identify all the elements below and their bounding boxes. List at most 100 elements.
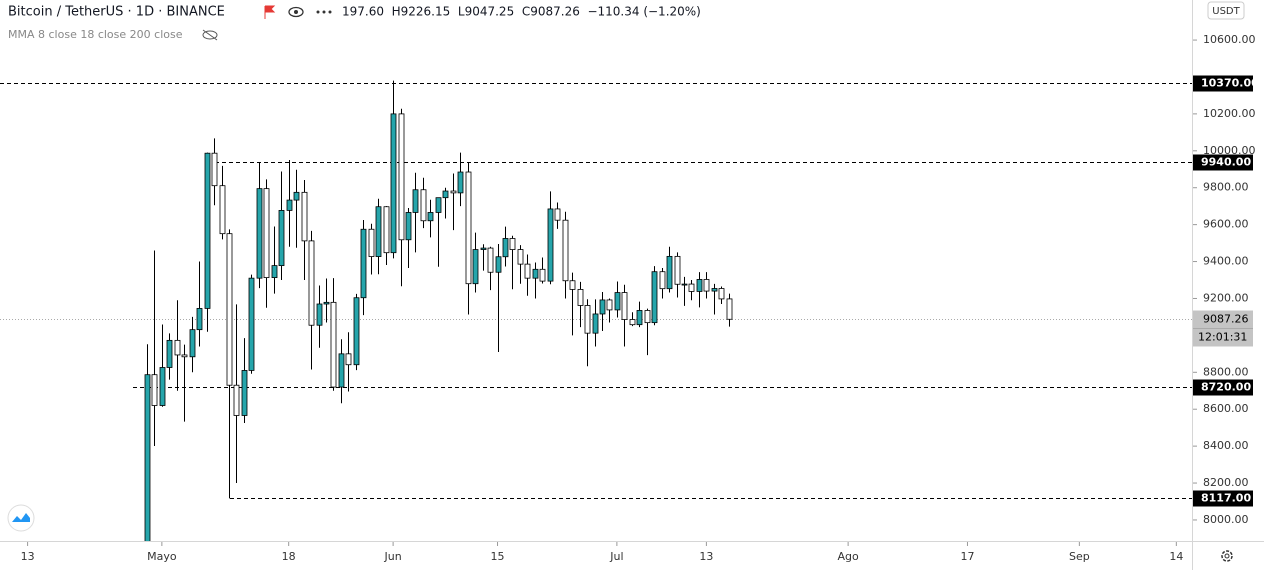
candle-body xyxy=(271,265,278,279)
logo-icon xyxy=(12,513,30,522)
price-label: 9940.00 xyxy=(1201,156,1251,169)
candle-body xyxy=(681,283,688,286)
candle-body xyxy=(398,113,405,241)
candle-body xyxy=(442,190,449,199)
currency-button[interactable] xyxy=(1207,1,1245,20)
candle-body xyxy=(293,191,300,201)
flag-icon-shape xyxy=(264,5,276,19)
candle-body xyxy=(726,298,733,320)
price-label-box xyxy=(1193,154,1253,171)
candle-body xyxy=(241,370,248,416)
candle-body xyxy=(569,280,576,290)
candle-body xyxy=(651,271,658,324)
y-tick-label: 10600.00 xyxy=(1203,33,1256,46)
x-tick-label: Sep xyxy=(1069,550,1090,563)
price-label: 8117.00 xyxy=(1201,492,1251,505)
candle-body xyxy=(368,228,375,257)
candle-body xyxy=(472,249,479,285)
y-tick-label: 8800.00 xyxy=(1203,365,1249,378)
candle-body xyxy=(405,212,412,241)
header-bg xyxy=(0,0,338,24)
candle-body xyxy=(480,247,487,250)
x-tick-label: 15 xyxy=(491,550,505,563)
price-label: 8720.00 xyxy=(1201,381,1251,394)
x-tick-label: 14 xyxy=(1169,550,1183,563)
candle-body xyxy=(696,279,703,292)
candle-body xyxy=(144,374,151,541)
candle-body xyxy=(562,219,569,282)
candle-body xyxy=(703,279,710,292)
candle-body xyxy=(509,238,516,250)
symbol: Bitcoin / TetherUS · 1D · BINANCE xyxy=(8,5,225,20)
countdown-label: 12:01:31 xyxy=(1198,331,1247,344)
candle-body xyxy=(688,283,695,292)
y-tick-label: 8600.00 xyxy=(1203,402,1249,415)
candle-body xyxy=(338,353,345,388)
candle-body xyxy=(308,240,315,326)
settings-icon[interactable] xyxy=(1221,550,1233,562)
candle-body xyxy=(323,301,330,305)
candle-body xyxy=(256,188,263,279)
eye-pupil xyxy=(294,10,298,14)
candle-body xyxy=(427,212,434,222)
candle-body xyxy=(457,171,464,194)
candle-body xyxy=(181,354,188,358)
x-tick-label: Jun xyxy=(384,550,402,563)
candle-body xyxy=(375,206,382,257)
candle-body xyxy=(278,210,285,267)
candle-body xyxy=(412,189,419,213)
candle-body xyxy=(606,299,613,311)
axes: 10600.00 10200.00 10000.00 9800.00 9600.00 94… xyxy=(21,33,1260,563)
x-tick-label: 18 xyxy=(282,550,296,563)
more-icon[interactable] xyxy=(316,10,332,14)
hide-icon[interactable] xyxy=(202,29,218,41)
candle-body xyxy=(219,185,226,235)
candle-body xyxy=(517,249,524,265)
candle-body xyxy=(286,199,293,211)
candle-body xyxy=(345,353,352,366)
candle-body xyxy=(539,268,546,282)
candle-body xyxy=(353,297,360,366)
candle-body xyxy=(614,292,621,311)
candle-body xyxy=(248,277,255,371)
candle-body xyxy=(233,384,240,416)
candle-body xyxy=(166,339,173,368)
candle-body xyxy=(390,113,397,254)
indicator-label: MMA 8 close 18 close 200 close xyxy=(8,28,183,41)
candle-body xyxy=(151,374,158,406)
candle-body xyxy=(592,313,599,334)
x-tick-label: 13 xyxy=(699,550,713,563)
candle-body xyxy=(547,208,554,282)
y-tick-label: 10000.00 xyxy=(1203,144,1256,157)
candle-body xyxy=(666,255,673,290)
candle-body xyxy=(360,228,367,299)
price-label-box xyxy=(1193,379,1253,396)
candle-body xyxy=(450,190,457,194)
candle-body xyxy=(644,310,651,324)
candle-body xyxy=(159,367,166,406)
candle-body xyxy=(532,268,539,279)
x-tick-label: Ago xyxy=(838,550,860,563)
candle-body xyxy=(196,308,203,331)
candle-body xyxy=(584,305,591,334)
candle-body xyxy=(383,206,390,254)
candle-body xyxy=(330,301,337,388)
ohlc-legend: 197.60 H9226.15 L9047.25 C9087.26 −110.3… xyxy=(342,5,701,19)
candle-body xyxy=(465,171,472,285)
y-tick-label: 9800.00 xyxy=(1203,181,1249,194)
candle-body xyxy=(636,310,643,326)
y-tick-label: 9600.00 xyxy=(1203,218,1249,231)
logo-button[interactable] xyxy=(7,504,35,532)
y-tick-label: 9200.00 xyxy=(1203,291,1249,304)
eye-icon[interactable] xyxy=(288,6,304,18)
last-price-label: 9087.26 xyxy=(1203,313,1249,326)
candle-body xyxy=(487,247,494,273)
y-tick-label: 8000.00 xyxy=(1203,513,1249,526)
candle-body xyxy=(629,319,636,326)
candle-body xyxy=(263,188,270,279)
price-label: 10370.00 xyxy=(1201,77,1259,90)
candle-body xyxy=(189,329,196,358)
candle-body xyxy=(599,299,606,315)
candle-body xyxy=(226,233,233,386)
